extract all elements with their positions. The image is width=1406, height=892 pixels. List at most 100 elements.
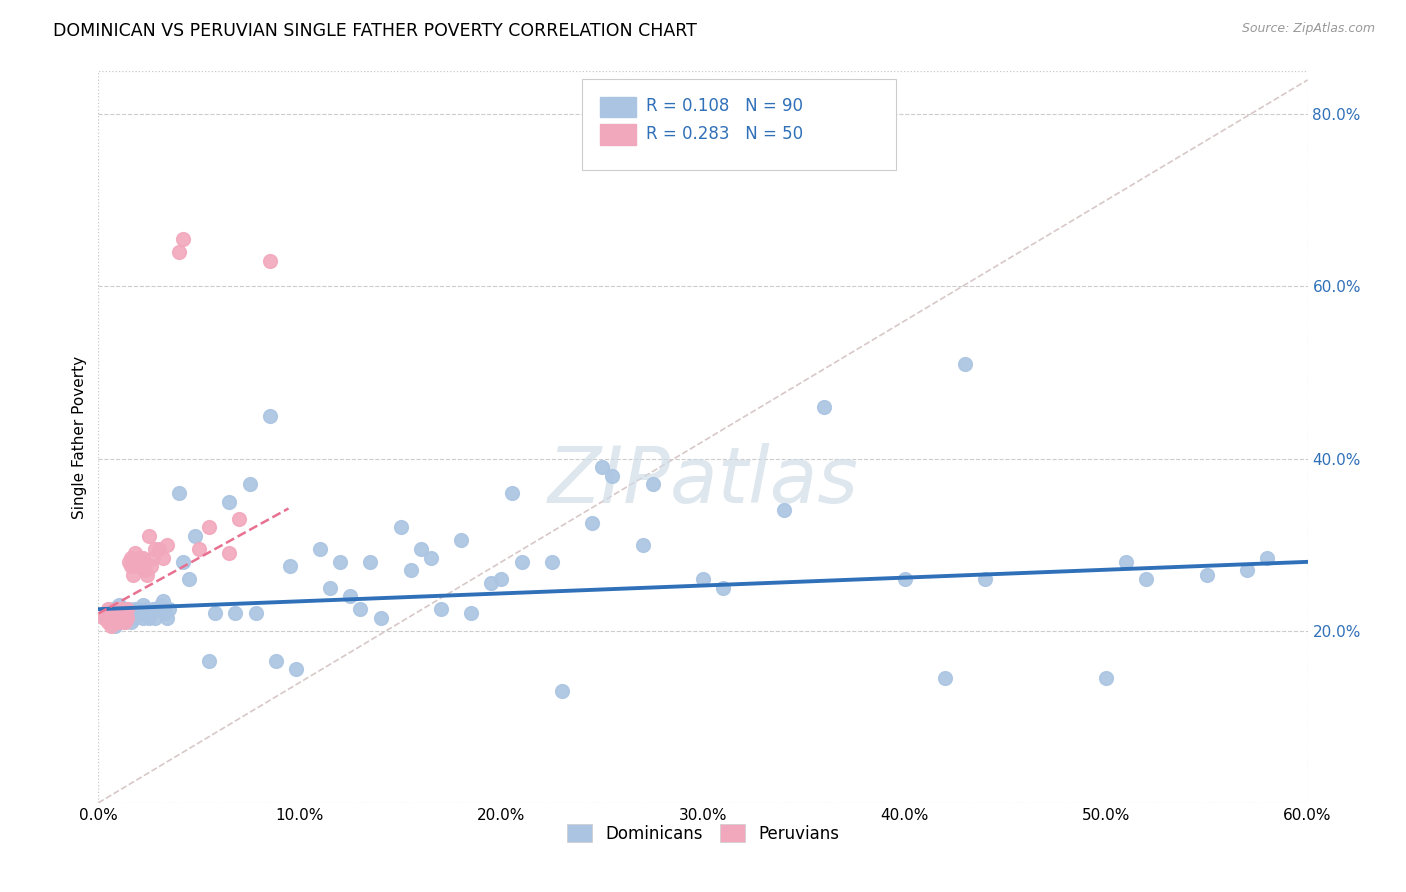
Point [96,611,118,625]
Point [198,654,221,668]
Point [128,550,150,565]
Point [204,607,226,621]
Point [103,611,125,625]
Point [103,619,125,633]
Point [138,611,160,625]
Point [284,662,307,676]
Point [128,602,150,616]
Point [264,654,287,668]
Point [107,611,129,625]
Point [349,602,371,616]
Point [259,253,281,268]
Point [120,615,142,629]
Point [974,572,997,586]
Point [132,550,155,565]
Point [460,607,482,621]
Point [118,602,141,616]
FancyBboxPatch shape [582,78,897,170]
Point [641,477,664,491]
Point [114,607,136,621]
Point [692,572,714,586]
Point [107,602,129,616]
Point [111,611,134,625]
Point [239,477,262,491]
Point [1095,671,1118,685]
Point [110,602,132,616]
Point [121,567,143,582]
Point [124,546,146,560]
Point [934,671,956,685]
Point [114,615,136,629]
Point [97,602,120,616]
Point [132,598,155,612]
Point [1256,550,1278,565]
Point [143,541,166,556]
Point [1236,564,1258,578]
Point [97,607,120,621]
Point [139,607,162,621]
Point [139,559,162,574]
Point [339,589,361,603]
Point [224,607,246,621]
Point [329,555,352,569]
Point [103,607,125,621]
Point [105,607,128,621]
Point [118,555,141,569]
Point [152,593,174,607]
Point [198,520,221,534]
Point [146,602,169,616]
Point [105,602,128,616]
Y-axis label: Single Father Poverty: Single Father Poverty [72,356,87,518]
Point [111,611,134,625]
Point [153,607,176,621]
Point [953,357,976,371]
Point [138,529,160,543]
Point [602,468,624,483]
Point [115,607,138,621]
Point [96,607,118,621]
Point [631,538,654,552]
Point [430,602,453,616]
Point [581,516,603,530]
Point [1115,555,1137,569]
Point [711,581,734,595]
Point [156,538,179,552]
Point [591,460,613,475]
Point [129,559,152,574]
Point [115,611,138,625]
Point [893,572,915,586]
Point [134,564,156,578]
Point [540,555,562,569]
Point [100,611,122,625]
Point [124,611,146,625]
Point [245,607,267,621]
Point [1195,567,1218,582]
Point [370,611,392,625]
Point [450,533,472,548]
Point [93,611,115,625]
Point [111,602,134,616]
Point [420,550,443,565]
Point [135,567,157,582]
Point [551,684,574,698]
Point [142,550,165,565]
Point [172,555,194,569]
Point [107,607,129,621]
Point [179,572,201,586]
Text: R = 0.283   N = 50: R = 0.283 N = 50 [647,125,803,143]
Point [157,602,180,616]
Point [389,520,412,534]
Point [129,607,152,621]
Point [101,607,124,621]
Point [111,607,134,621]
Point [100,615,122,629]
Point [143,611,166,625]
Point [105,607,128,621]
Point [135,607,157,621]
Point [813,400,835,414]
Text: R = 0.108   N = 90: R = 0.108 N = 90 [647,96,803,115]
FancyBboxPatch shape [600,124,637,145]
Text: ZIPatlas: ZIPatlas [547,443,859,519]
Point [228,512,250,526]
Point [167,245,190,260]
